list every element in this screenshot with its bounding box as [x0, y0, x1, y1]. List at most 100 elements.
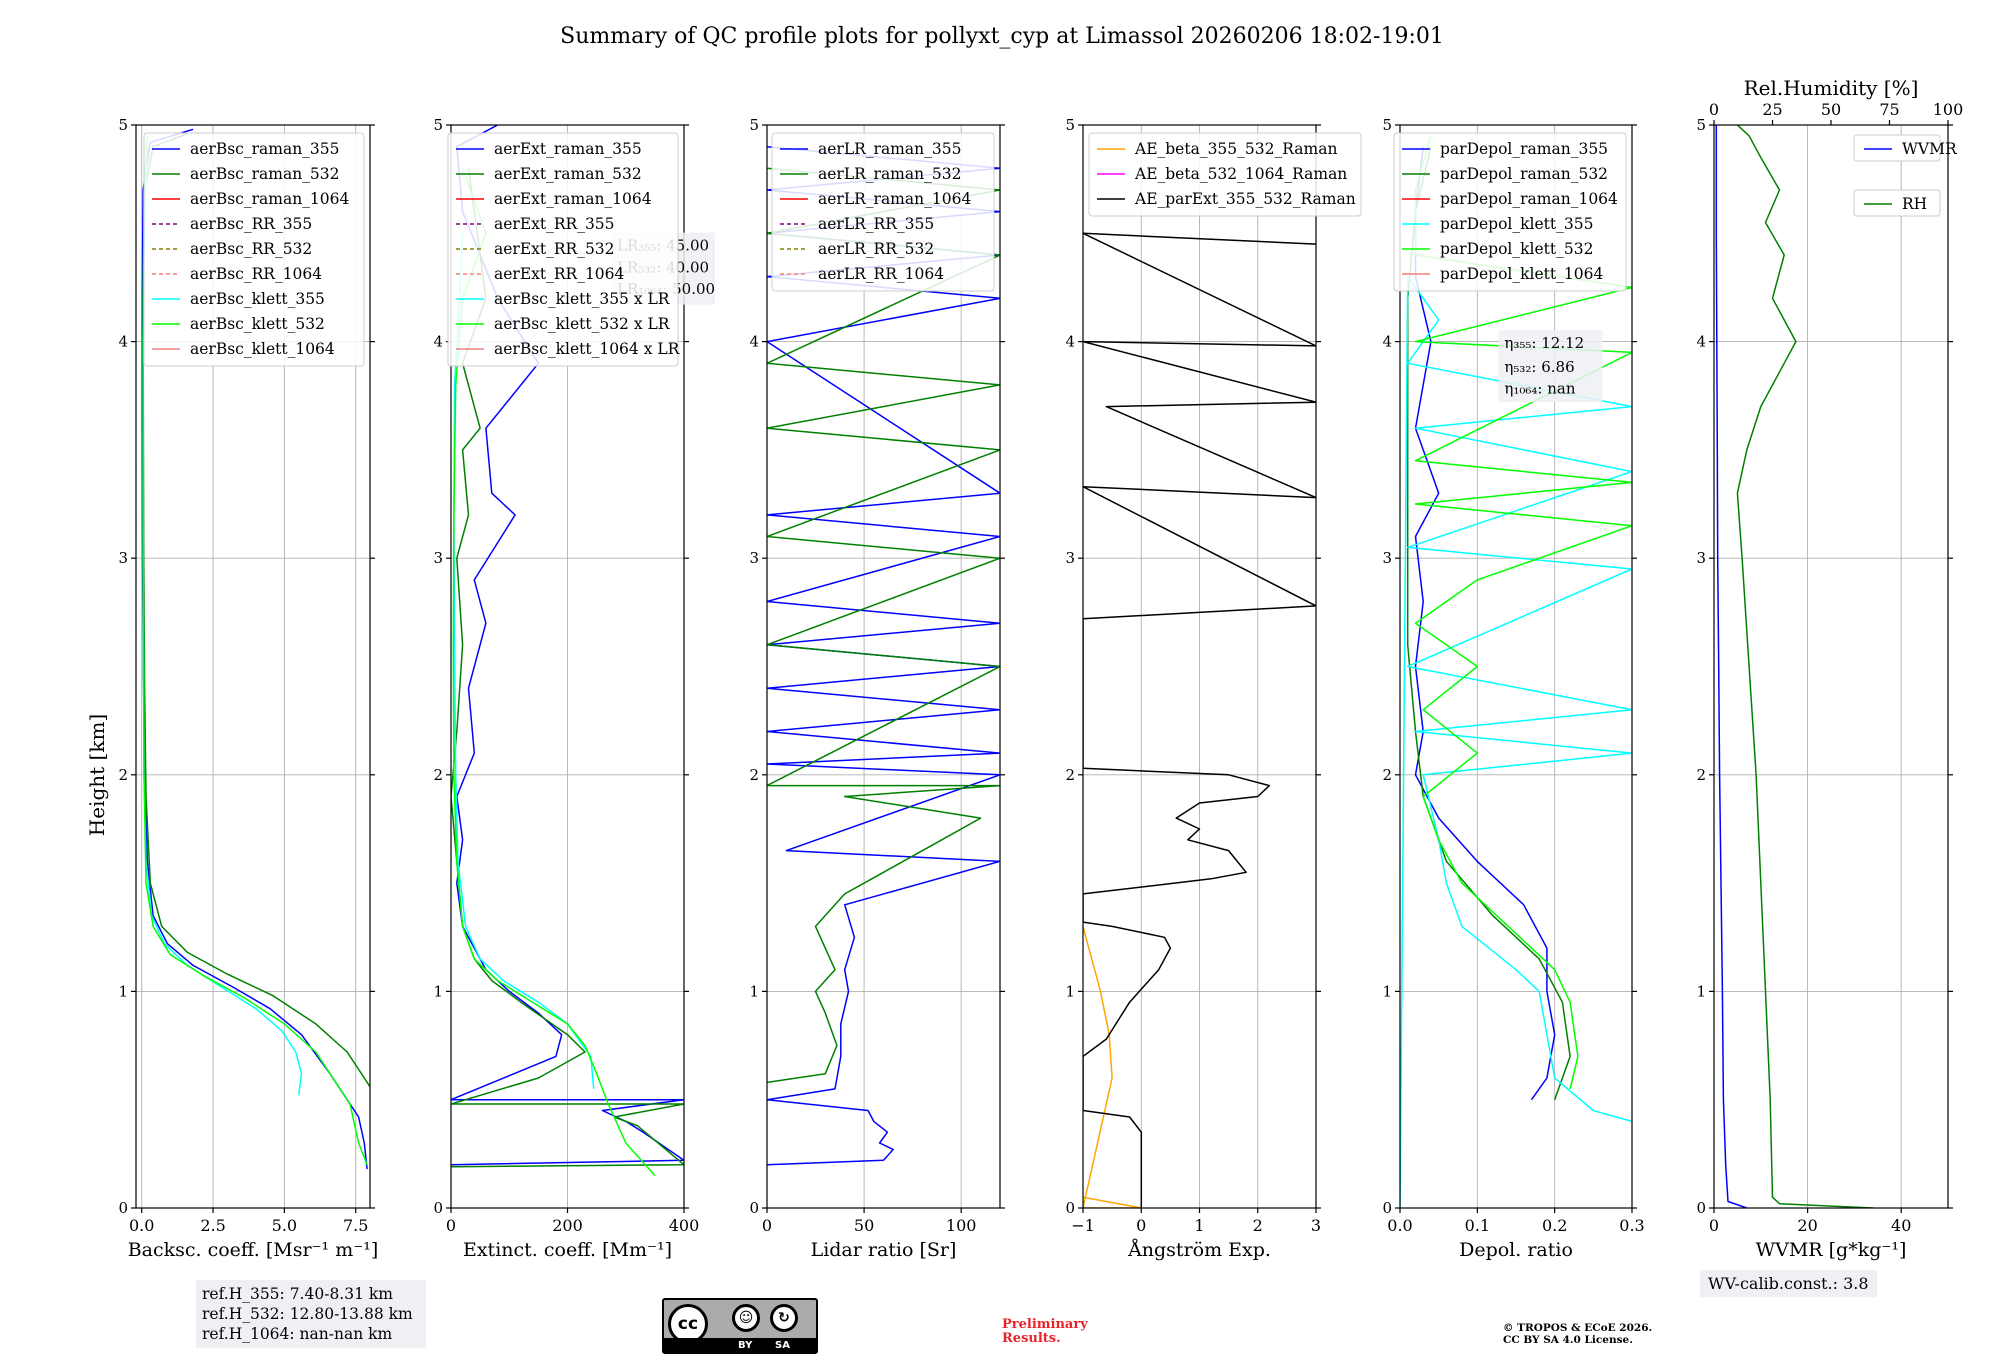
legend-label: aerLR_raman_532: [818, 165, 961, 183]
y-tick-label: 3: [1382, 549, 1392, 567]
top-x-tick-label: 0: [1709, 100, 1719, 119]
legend-label: parDepol_raman_1064: [1440, 190, 1618, 208]
legend-box: [143, 132, 365, 367]
share-alike-icon: ↻: [770, 1304, 798, 1332]
series-group: [451, 125, 684, 1177]
x-tick-label: 7.5: [343, 1216, 368, 1235]
legend-label: aerExt_raman_1064: [494, 190, 652, 208]
series-parDepol_klett_532: [1414, 135, 1632, 1090]
legend-box: [1088, 132, 1362, 217]
annotation-text: η₅₃₂: 6.86: [1504, 358, 1574, 376]
series-aerBsc_klett_532: [142, 135, 368, 1165]
license-sa-label: SA: [775, 1340, 790, 1351]
y-tick-label: 3: [1696, 549, 1706, 567]
y-tick-label: 0: [118, 1199, 128, 1217]
legend-label: aerLR_RR_532: [818, 240, 934, 258]
x-axis-label: Ångström Exp.: [1127, 1239, 1271, 1261]
preliminary-line-2: Results.: [1002, 1331, 1061, 1346]
y-tick-label: 3: [749, 549, 759, 567]
annotation-box: [1498, 330, 1603, 403]
x-axis-label: Extinct. coeff. [Mm⁻¹]: [463, 1239, 672, 1261]
x-tick-label: 2.5: [200, 1216, 225, 1235]
y-tick-label: 5: [749, 116, 759, 134]
preliminary-line-1: Preliminary: [1002, 1317, 1088, 1332]
y-tick-label: 5: [1382, 116, 1392, 134]
series-WVMR: [1715, 125, 1748, 1208]
series-aerLR_raman_532: [767, 167, 1000, 1084]
y-tick-label: 3: [118, 549, 128, 567]
x-tick-label: 0: [1136, 1216, 1146, 1235]
y-tick-label: 0: [433, 1199, 443, 1217]
y-tick-label: 1: [118, 982, 128, 1000]
series-RH: [1736, 125, 1874, 1208]
x-axis-label: Backsc. coeff. [Msr⁻¹ m⁻¹]: [128, 1239, 379, 1261]
y-tick-label: 1: [749, 982, 759, 1000]
series-group: [1083, 232, 1316, 1208]
y-tick-label: 4: [1382, 333, 1392, 351]
height-axis-label: Height [km]: [85, 714, 109, 836]
legend-label: aerLR_raman_355: [818, 140, 961, 158]
series-AE_beta_355_532_Raman: [1083, 926, 1143, 1208]
x-tick-label: 0.2: [1542, 1216, 1567, 1235]
legend-label: AE_parExt_355_532_Raman: [1134, 190, 1356, 208]
legend-label: aerBsc_raman_532: [190, 165, 340, 183]
legend-label: aerBsc_klett_532: [190, 315, 325, 333]
legend-label: AE_beta_532_1064_Raman: [1134, 165, 1347, 183]
y-tick-label: 5: [1696, 116, 1706, 134]
y-tick-label: 5: [1065, 116, 1075, 134]
top-x-tick-label: 75: [1879, 100, 1899, 119]
y-tick-label: 5: [433, 116, 443, 134]
y-tick-label: 0: [1382, 1199, 1392, 1217]
legend-label: aerExt_RR_1064: [494, 265, 625, 283]
legend-label: parDepol_raman_355: [1440, 140, 1608, 158]
legend-label: aerBsc_klett_532 x LR: [494, 315, 671, 333]
y-tick-label: 3: [433, 549, 443, 567]
x-tick-label: 2: [1253, 1216, 1263, 1235]
legend-label: aerExt_RR_532: [494, 240, 615, 258]
legend-box: [771, 132, 995, 292]
x-tick-label: 20: [1797, 1216, 1817, 1235]
panel-lr: 0 50 100 0 1 2 3 4 5 Lidar ratio [Sr] aerLR_raman_…: [749, 116, 1005, 1261]
legend-label: aerLR_RR_1064: [818, 265, 944, 283]
ref-height-532: ref.H_532: 12.80-13.88 km: [202, 1305, 413, 1323]
x-tick-label: 0.0: [129, 1216, 154, 1235]
legend-label: parDepol_klett_355: [1440, 215, 1593, 233]
legend-label: aerBsc_RR_1064: [190, 265, 322, 283]
attribution-icon: ☺: [732, 1304, 760, 1332]
x-tick-label: 0: [1709, 1216, 1719, 1235]
y-tick-label: 0: [1696, 1199, 1706, 1217]
legend-label: aerBsc_raman_355: [190, 140, 340, 158]
series-AE_parExt_355_532_Raman: [1083, 232, 1316, 1208]
y-tick-label: 2: [118, 766, 128, 784]
x-tick-label: 400: [669, 1216, 700, 1235]
x-tick-label: 50: [854, 1216, 874, 1235]
license-by-label: BY: [738, 1340, 753, 1351]
x-tick-label: 0.0: [1387, 1216, 1412, 1235]
axes-frame: [1399, 124, 1633, 1209]
top-axis-label: Rel.Humidity [%]: [1744, 76, 1919, 100]
legend-label: WVMR: [1902, 140, 1958, 158]
top-x-tick-label: 100: [1933, 100, 1964, 119]
x-tick-label: −1: [1071, 1216, 1095, 1235]
legend-label: parDepol_klett_532: [1440, 240, 1593, 258]
y-tick-label: 4: [1696, 333, 1706, 351]
legend-label: aerExt_raman_532: [494, 165, 642, 183]
x-tick-label: 40: [1891, 1216, 1911, 1235]
legend-label: aerLR_raman_1064: [818, 190, 971, 208]
cc-license-badge: cc ☺ ↻ BY SA: [662, 1298, 818, 1354]
x-tick-label: 3: [1311, 1216, 1321, 1235]
series-group: [767, 145, 1000, 1166]
legend-label: aerBsc_RR_532: [190, 240, 312, 258]
y-tick-label: 3: [1065, 549, 1075, 567]
x-tick-label: 0: [762, 1216, 772, 1235]
y-tick-label: 5: [118, 116, 128, 134]
annotation-text: η₃₅₅: 12.12: [1504, 334, 1584, 352]
panel-depol: 0.0 0.1 0.2 0.3 0 1 2 3 4 5 Depol. ratio η₃₅₅: 12.1…: [1382, 116, 1644, 1261]
ref-height-355: ref.H_355: 7.40-8.31 km: [202, 1285, 393, 1303]
y-tick-label: 2: [433, 766, 443, 784]
legend-label: parDepol_raman_532: [1440, 165, 1608, 183]
y-tick-label: 0: [1065, 1199, 1075, 1217]
legend-label: aerExt_raman_355: [494, 140, 642, 158]
